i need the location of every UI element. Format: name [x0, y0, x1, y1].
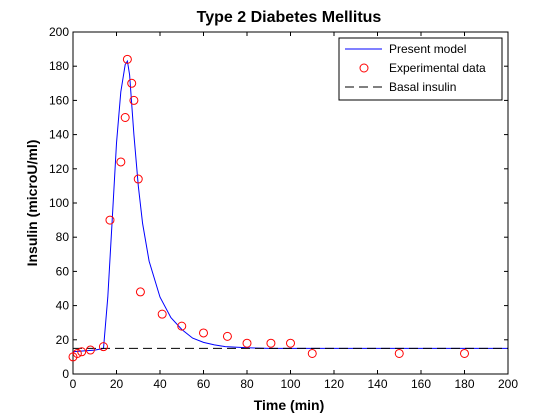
legend-swatch-marker [359, 63, 369, 73]
experimental-data-point [133, 174, 143, 184]
x-tick-label: 40 [153, 377, 167, 391]
experimental-data-point [135, 287, 145, 297]
experimental-data-point [266, 338, 276, 348]
y-tick-label: 80 [56, 230, 70, 244]
x-tick-label: 120 [324, 377, 344, 391]
y-tick-label: 0 [62, 367, 69, 381]
chart-title: Type 2 Diabetes Mellitus [197, 9, 382, 26]
legend-box [338, 37, 503, 101]
y-tick-label: 200 [49, 25, 69, 39]
experimental-data-point [129, 95, 139, 105]
experimental-data-point [222, 331, 232, 341]
legend-label: Present model [389, 42, 466, 56]
x-tick-label: 160 [411, 377, 431, 391]
x-tick-label: 80 [240, 377, 254, 391]
experimental-data-point [77, 347, 87, 357]
legend: Present model Experimental data Basal insu… [338, 37, 503, 101]
experimental-data-point [177, 321, 187, 331]
x-tick-label: 20 [110, 377, 124, 391]
experimental-data-point [122, 54, 132, 64]
experimental-data-point [286, 338, 295, 348]
y-tick-label: 20 [56, 333, 70, 347]
y-tick-label: 120 [49, 162, 69, 176]
experimental-data-point [242, 338, 252, 348]
y-axis-title: Insulin (microU/ml) [24, 140, 40, 267]
y-tick-label: 180 [49, 59, 69, 73]
experimental-data-point [394, 348, 404, 358]
y-tick-label: 60 [56, 264, 70, 278]
experimental-data-point [72, 348, 82, 358]
axis-ticks: 0 20 40 60 80 100 120 140 160 180 200 0 20 40 60 80 100 1… [49, 25, 518, 391]
legend-label: Experimental data [389, 61, 486, 75]
y-tick-label: 160 [49, 93, 69, 107]
experimental-data-point [120, 113, 130, 122]
x-tick-label: 60 [197, 377, 211, 391]
experimental-data-point [199, 328, 208, 338]
x-tick-label: 200 [498, 377, 518, 391]
experimental-data-point [105, 215, 115, 225]
x-tick-label: 180 [454, 377, 474, 391]
experimental-data-point [307, 348, 317, 358]
y-tick-label: 100 [49, 196, 69, 210]
experimental-data-point [460, 348, 469, 358]
y-tick-label: 140 [49, 128, 69, 142]
experimental-data-point [127, 78, 137, 88]
x-tick-label: 100 [280, 377, 300, 391]
y-tick-label: 40 [56, 299, 70, 313]
x-axis-title: Time (min) [254, 397, 325, 413]
experimental-data-point [85, 345, 95, 355]
experimental-data-point [157, 309, 167, 319]
experimental-data-point [116, 157, 126, 167]
x-tick-label: 0 [70, 377, 77, 391]
legend-label: Basal insulin [389, 80, 456, 94]
series-layer [68, 54, 508, 362]
experimental-data-point [98, 342, 108, 352]
x-tick-label: 140 [367, 377, 387, 391]
